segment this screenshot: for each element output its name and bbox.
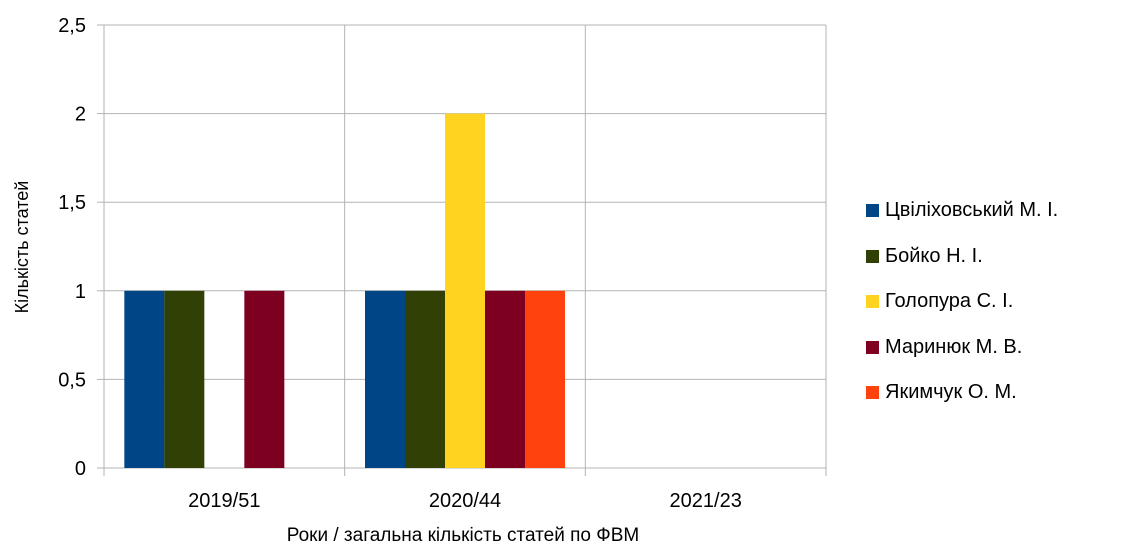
legend-item: Якимчук О. М. bbox=[866, 370, 1116, 416]
legend-item: Цвіліховський М. І. bbox=[866, 188, 1116, 234]
y-tick-label: 2 bbox=[75, 104, 86, 126]
legend-swatch bbox=[866, 340, 879, 354]
bar bbox=[124, 290, 165, 468]
x-axis-label: Роки / загальна кількість статей по ФВМ bbox=[287, 525, 639, 546]
y-tick-label: 2,5 bbox=[58, 15, 86, 37]
legend-swatch bbox=[866, 204, 879, 218]
bar bbox=[365, 290, 405, 468]
legend-item: Голопура С. І. bbox=[866, 279, 1116, 325]
bar bbox=[405, 290, 445, 468]
y-tick-label: 0 bbox=[75, 458, 86, 480]
legend-label: Бойко Н. І. bbox=[885, 244, 983, 267]
x-tick-label: 2020/44 bbox=[429, 490, 501, 512]
y-tick-label: 1,5 bbox=[58, 192, 86, 214]
bar bbox=[525, 290, 565, 468]
legend-label: Якимчук О. М. bbox=[885, 381, 1017, 404]
legend-label: Голопура С. І. bbox=[885, 290, 1014, 313]
bar bbox=[485, 290, 525, 468]
axes: 0 0,5 1 1,5 2 2,5 2019/51 2020/44 2021/23 bbox=[58, 15, 827, 512]
legend-swatch bbox=[866, 295, 879, 309]
legend: Цвіліховський М. І. Бойко Н. І. Голопура С… bbox=[866, 188, 1116, 416]
legend-swatch bbox=[866, 249, 879, 263]
legend-label: Цвіліховський М. І. bbox=[885, 199, 1059, 222]
y-tick-label: 0,5 bbox=[58, 369, 86, 391]
y-axis-label: Кількість статей bbox=[12, 181, 32, 314]
bar bbox=[164, 290, 205, 468]
bar bbox=[445, 113, 485, 468]
bars bbox=[124, 113, 565, 468]
legend-item: Бойко Н. І. bbox=[866, 234, 1116, 280]
y-tick-label: 1 bbox=[75, 281, 86, 303]
x-tick-label: 2021/23 bbox=[670, 490, 742, 512]
legend-label: Маринюк М. В. bbox=[885, 335, 1023, 358]
legend-swatch bbox=[866, 386, 879, 400]
bar bbox=[244, 290, 285, 468]
legend-item: Маринюк М. В. bbox=[866, 325, 1116, 371]
x-tick-label: 2019/51 bbox=[188, 490, 260, 512]
